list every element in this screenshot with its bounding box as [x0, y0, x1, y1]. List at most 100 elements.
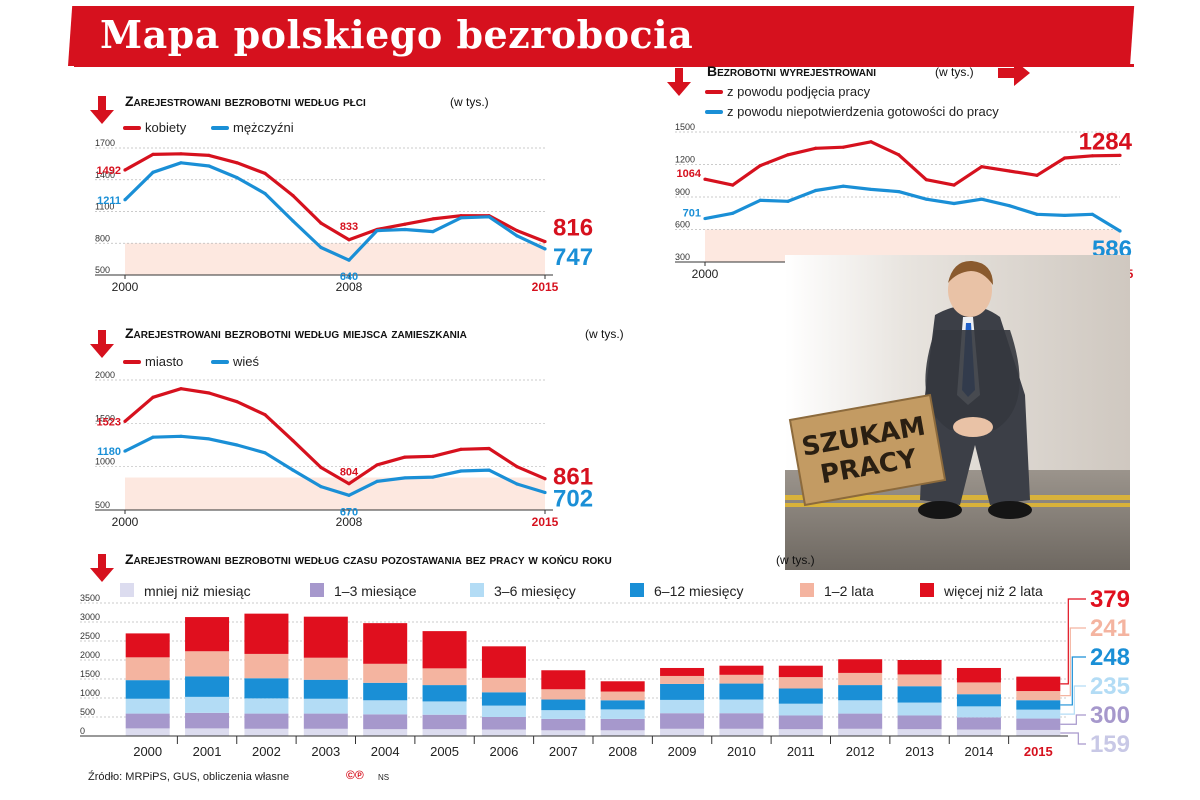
- data-point: [1035, 212, 1039, 216]
- bar-segment: [719, 683, 764, 700]
- x-tick-label: 2015: [532, 515, 559, 529]
- legend-label-1: wieś: [232, 354, 260, 369]
- data-point: [1118, 153, 1122, 157]
- y-tick-label: 2500: [80, 631, 100, 641]
- data-point: [179, 434, 183, 438]
- x-tick-label: 2008: [336, 515, 363, 529]
- mid-value-label: 804: [340, 467, 359, 479]
- series-line-1: [123, 161, 546, 262]
- chart-by-duration: Zarejestrowani bezrobotni według czasu p…: [80, 551, 1130, 759]
- bar-segment: [600, 709, 645, 719]
- right-arrow-icon: [998, 60, 1030, 86]
- data-point: [207, 153, 211, 158]
- data-point: [703, 216, 707, 221]
- banner-underline: [74, 64, 1134, 67]
- series-line-0: [123, 387, 546, 486]
- x-tick-label: 2007: [549, 744, 578, 759]
- bar-segment: [956, 717, 1001, 730]
- data-point: [1063, 213, 1067, 218]
- y-tick-label: 1100: [95, 202, 114, 212]
- data-point: [179, 161, 183, 165]
- bar-segment: [956, 729, 1001, 736]
- chart-by-residence-unit: (w tys.): [585, 327, 624, 341]
- data-point: [235, 176, 239, 180]
- bar-segment: [541, 699, 586, 711]
- end-value-label: 235: [1090, 673, 1130, 700]
- data-point: [123, 168, 127, 172]
- series-line-1: [704, 184, 1121, 233]
- bar-segment: [303, 616, 348, 658]
- data-point: [515, 482, 519, 486]
- bar-segment: [125, 657, 170, 681]
- data-point: [431, 217, 435, 221]
- end-value-label: 248: [1090, 644, 1130, 671]
- x-tick-label: 2010: [727, 744, 756, 759]
- end-value-label: 300: [1090, 702, 1130, 729]
- legend-label-0: kobiety: [145, 120, 187, 135]
- bar-segment: [244, 713, 289, 729]
- legend-label-1: z powodu niepotwierdzenia gotowości do p…: [727, 104, 999, 119]
- y-tick-label: 900: [675, 187, 690, 197]
- data-point: [1090, 212, 1094, 216]
- lower-band: [125, 243, 545, 275]
- data-point: [319, 221, 323, 225]
- data-point: [487, 215, 491, 219]
- y-tick-label: 1500: [80, 669, 100, 679]
- legend-swatch-0: [120, 583, 134, 597]
- bar-segment: [422, 685, 467, 702]
- data-point: [1035, 173, 1039, 177]
- data-point: [291, 194, 295, 198]
- data-point: [291, 439, 295, 443]
- bar-segment: [541, 689, 586, 700]
- bar-segment: [660, 713, 705, 729]
- bar-segment: [956, 667, 1001, 683]
- data-point: [543, 247, 547, 251]
- bar-segment: [719, 699, 764, 714]
- data-point: [207, 391, 211, 395]
- bar-segment: [481, 717, 526, 730]
- bar-segment: [244, 653, 289, 679]
- x-tick-label: 2000: [692, 267, 719, 281]
- x-tick-label: 2005: [430, 744, 459, 759]
- end-label-connector: [1060, 732, 1086, 745]
- data-point: [731, 211, 735, 215]
- data-point: [869, 187, 873, 192]
- bar-segment: [956, 694, 1001, 707]
- bar-segment: [1016, 700, 1061, 710]
- bar-segment: [956, 682, 1001, 695]
- chart-by-duration-title: Zarejestrowani bezrobotni według czasu p…: [125, 551, 612, 567]
- end-value-label: 1284: [1079, 128, 1133, 155]
- bar-segment: [600, 681, 645, 692]
- y-tick-label: 500: [80, 707, 95, 717]
- data-point: [431, 454, 435, 458]
- end-label-connector: [1060, 685, 1086, 715]
- bar-segment: [363, 663, 408, 683]
- x-tick-label: 2001: [193, 744, 222, 759]
- start-value-label: 1180: [97, 446, 121, 458]
- data-point: [347, 482, 351, 486]
- bar-segment: [244, 728, 289, 736]
- x-tick-label: 2004: [371, 744, 400, 759]
- y-tick-label: 800: [95, 233, 110, 243]
- x-tick-label: 2012: [846, 744, 875, 759]
- data-point: [319, 465, 323, 470]
- data-point: [235, 443, 239, 447]
- bar-segment: [660, 667, 705, 676]
- data-point: [980, 197, 984, 201]
- x-tick-label: 2011: [787, 744, 815, 759]
- legend-label-0: miasto: [145, 354, 183, 369]
- chart-by-residence: Zarejestrowani bezrobotni według miejsca…: [90, 325, 624, 529]
- chart-by-gender-title: Zarejestrowani bezrobotni według płci: [125, 93, 366, 109]
- data-point: [786, 153, 790, 157]
- bar-segment: [1016, 729, 1061, 736]
- data-point: [786, 199, 790, 203]
- bar-segment: [185, 617, 230, 652]
- data-point: [375, 228, 379, 233]
- data-point: [758, 198, 762, 202]
- end-label-connector: [1060, 714, 1086, 725]
- data-point: [924, 197, 928, 201]
- data-point: [515, 228, 519, 233]
- page-title: Mapa polskiego bezrobocia: [100, 12, 694, 57]
- data-point: [731, 183, 735, 187]
- bar-segment: [660, 683, 705, 700]
